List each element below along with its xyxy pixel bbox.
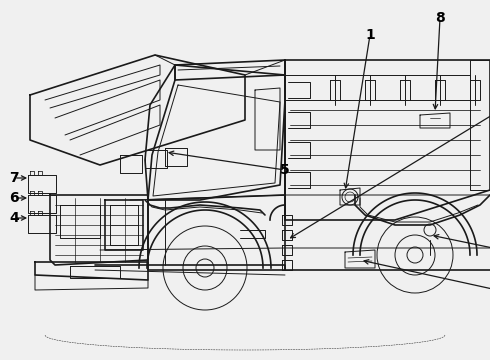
Text: 7: 7 (9, 171, 19, 185)
Text: 5: 5 (280, 163, 290, 177)
Text: 1: 1 (365, 28, 375, 42)
Text: 8: 8 (435, 11, 445, 25)
Text: 6: 6 (9, 191, 19, 205)
Text: 4: 4 (9, 211, 19, 225)
